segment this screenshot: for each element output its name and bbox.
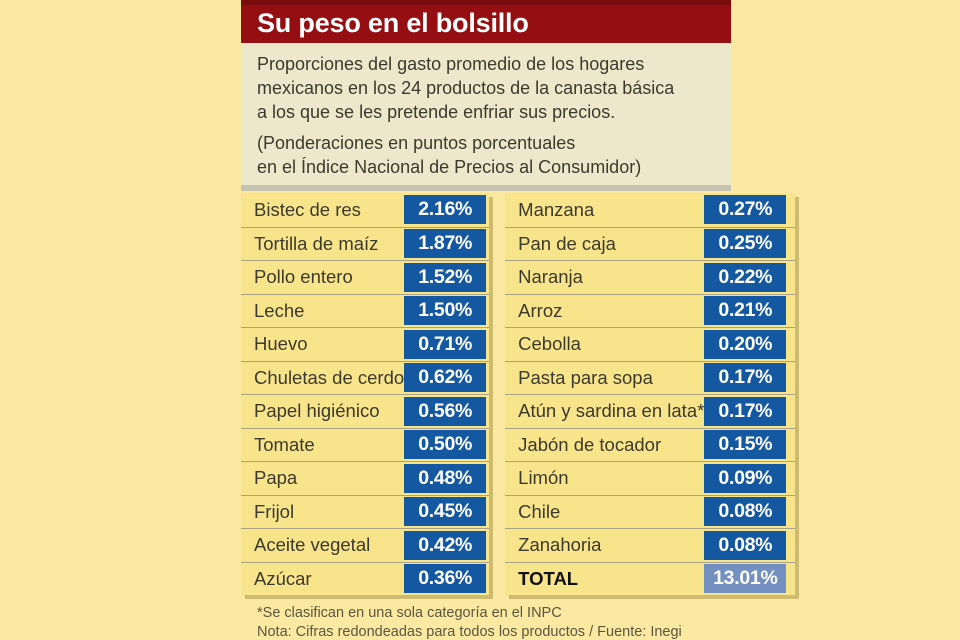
product-value: 13.01% [704,564,787,594]
infographic: Su peso en el bolsillo Proporciones del … [241,0,796,640]
table-row: Papel higiénico 0.56% [241,394,490,428]
product-label: Atún y sardina en lata* [518,400,705,422]
table-row: Leche 1.50% [241,293,490,328]
product-label: Pollo entero [254,266,353,288]
product-value: 0.50% [404,430,487,460]
product-value: 0.20% [704,329,787,359]
product-label: Leche [254,299,305,321]
product-label: Pasta para sopa [518,366,653,388]
products-column-left: Bistec de res 2.16% Tortilla de maíz 1.87% P… [241,193,490,596]
product-label: Limón [518,467,569,489]
intro-line: (Ponderaciones en puntos porcentuales [257,133,576,153]
intro-line: en el Índice Nacional de Precios al Cons… [257,157,642,177]
product-value: 1.50% [404,296,487,326]
product-value: 0.27% [704,195,787,225]
product-value: 0.71% [404,329,487,359]
table-row: Aceite vegetal 0.42% [241,528,490,562]
product-value: 0.36% [404,564,487,594]
product-value: 0.08% [704,497,787,527]
intro-line: Proporciones del gasto promedio de los h… [257,54,645,74]
product-label: Zanahoria [518,534,602,556]
page-title: Su peso en el bolsillo [257,8,529,38]
product-label: TOTAL [518,567,579,589]
product-value: 0.56% [404,396,487,426]
table-row: Huevo 0.71% [241,327,490,361]
product-value: 0.09% [704,463,787,493]
table-row: Arroz 0.21% [505,293,796,328]
table-row: Bistec de res 2.16% [241,193,489,227]
total-row: TOTAL 13.01% [505,561,796,596]
product-value: 1.52% [404,262,487,292]
product-label: Naranja [518,266,583,288]
product-label: Papa [254,467,298,489]
product-label: Arroz [518,299,563,321]
table-row: Jabón de tocador 0.15% [505,427,796,462]
product-value: 0.25% [704,229,787,259]
table-row: Cebolla 0.20% [505,327,796,361]
product-label: Pan de caja [518,232,616,254]
product-value: 0.15% [704,430,787,460]
footnote-asterisk: *Se clasifican en una sola categoría en … [257,605,562,621]
product-value: 0.45% [404,497,487,527]
product-value: 2.16% [404,195,487,225]
product-label: Huevo [254,333,308,355]
intro-text: Proporciones del gasto promedio de los h… [257,52,715,124]
product-label: Frijol [254,500,295,522]
product-label: Tortilla de maíz [254,232,379,254]
product-value: 0.48% [404,463,487,493]
footnote-source: Nota: Cifras redondeadas para todos los … [257,624,682,640]
table-row: Tortilla de maíz 1.87% [241,226,490,261]
product-value: 1.87% [404,229,487,259]
product-value: 0.17% [704,363,787,393]
product-label: Manzana [518,198,595,220]
product-value: 0.21% [704,296,787,326]
product-label: Jabón de tocador [518,433,662,455]
table-row: Pasta para sopa 0.17% [505,360,796,395]
table-row: Pollo entero 1.52% [241,260,490,294]
table-row: Pan de caja 0.25% [505,226,796,261]
table-row: Limón 0.09% [505,461,796,495]
product-label: Bistec de res [254,198,361,220]
product-value: 0.42% [404,530,487,560]
intro-line: mexicanos en los 24 productos de la cana… [257,78,675,98]
table-row: Tomate 0.50% [241,427,490,462]
table-row: Azúcar 0.36% [241,561,490,596]
product-value: 0.17% [704,396,787,426]
product-label: Aceite vegetal [254,534,371,556]
product-value: 0.62% [404,363,487,393]
product-label: Azúcar [254,567,312,589]
product-label: Chile [518,500,561,522]
footnotes: *Se clasifican en una sola categoría en … [241,604,731,640]
table-row: Naranja 0.22% [505,260,796,294]
table-row: Zanahoria 0.08% [505,528,796,562]
table-row: Manzana 0.27% [505,193,795,227]
intro-panel: Proporciones del gasto promedio de los h… [241,43,731,185]
table-row: Chile 0.08% [505,494,796,529]
product-label: Cebolla [518,333,581,355]
intro-line: a los que se les pretende enfriar sus pr… [257,102,616,122]
table-row: Chuletas de cerdo 0.62% [241,360,490,395]
product-value: 0.22% [704,262,787,292]
table-row: Frijol 0.45% [241,494,490,529]
products-column-right: Manzana 0.27% Pan de caja 0.25% Naranja 0.22%… [505,193,796,596]
product-label: Papel higiénico [254,400,380,422]
intro-parenthetical: (Ponderaciones en puntos porcentuales en… [257,131,715,179]
product-label: Chuletas de cerdo [254,366,405,388]
table-row: Atún y sardina en lata* 0.17% [505,394,796,428]
table-row: Papa 0.48% [241,461,490,495]
product-label: Tomate [254,433,315,455]
product-value: 0.08% [704,530,787,560]
header-bar: Su peso en el bolsillo [241,0,731,43]
products-table: Bistec de res 2.16% Tortilla de maíz 1.87% P… [241,193,796,596]
